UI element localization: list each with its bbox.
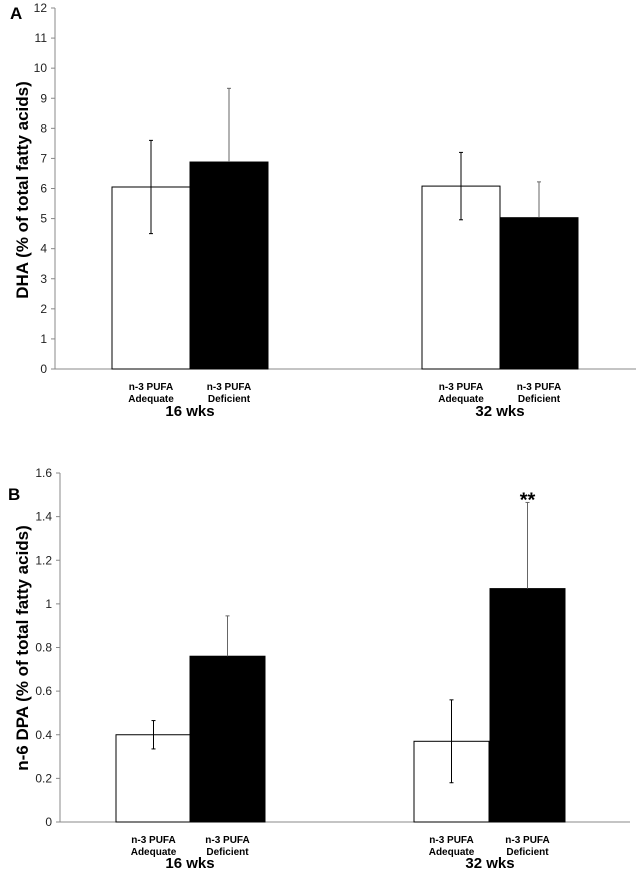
group-label: 16 wks (165, 855, 214, 872)
bar (189, 161, 269, 370)
category-label-line2: Adequate (438, 394, 484, 405)
y-axis-label: DHA (% of total fatty acids) (13, 81, 32, 299)
y-tick-label: 1 (45, 597, 52, 611)
bar (189, 655, 266, 823)
y-tick-label: 0 (45, 815, 52, 829)
category-label-line1: n-3 PUFA (129, 382, 173, 393)
y-tick-label: 6 (40, 182, 47, 196)
category-label-line2: Adequate (128, 394, 174, 405)
category-label-line1: n-3 PUFA (439, 382, 483, 393)
y-tick-label: 10 (34, 61, 48, 75)
group-label: 32 wks (475, 403, 524, 420)
y-tick-label: 7 (40, 151, 47, 165)
category-label-line2: Deficient (518, 394, 561, 405)
group-label: 16 wks (165, 403, 214, 420)
y-tick-label: 1.6 (35, 466, 52, 480)
y-axis-label: n-6 DPA (% of total fatty acids) (13, 525, 32, 771)
y-tick-label: 0.6 (35, 684, 52, 698)
bar (489, 588, 566, 823)
bar (499, 217, 579, 370)
y-tick-label: 3 (40, 272, 47, 286)
y-tick-label: 11 (35, 31, 48, 45)
y-tick-label: 9 (40, 91, 47, 105)
y-tick-label: 5 (40, 212, 47, 226)
category-label-line2: Deficient (506, 847, 549, 858)
category-label-line1: n-3 PUFA (517, 382, 561, 393)
y-tick-label: 0.2 (35, 771, 52, 785)
category-label-line2: Deficient (208, 394, 251, 405)
category-label-line2: Adequate (429, 847, 475, 858)
category-label-line1: n-3 PUFA (131, 835, 175, 846)
category-label-line1: n-3 PUFA (207, 382, 251, 393)
category-label-line2: Deficient (206, 847, 249, 858)
y-tick-label: 1.4 (35, 510, 52, 524)
y-tick-label: 0 (40, 362, 47, 376)
y-tick-label: 1 (40, 332, 47, 346)
y-tick-label: 1.2 (35, 553, 52, 567)
category-label-line1: n-3 PUFA (205, 835, 249, 846)
y-tick-label: 0.8 (35, 641, 52, 655)
y-tick-label: 2 (40, 302, 47, 316)
y-tick-label: 0.4 (35, 728, 52, 742)
panel-label: A (10, 4, 22, 23)
y-tick-label: 8 (40, 121, 47, 135)
panel-label: B (8, 485, 20, 504)
category-label-line2: Adequate (131, 847, 177, 858)
category-label-line1: n-3 PUFA (505, 835, 549, 846)
group-label: 32 wks (465, 855, 514, 872)
category-label-line1: n-3 PUFA (429, 835, 473, 846)
y-tick-label: 4 (40, 242, 47, 256)
y-tick-label: 12 (34, 1, 48, 15)
significance-annotation: ** (520, 489, 536, 511)
